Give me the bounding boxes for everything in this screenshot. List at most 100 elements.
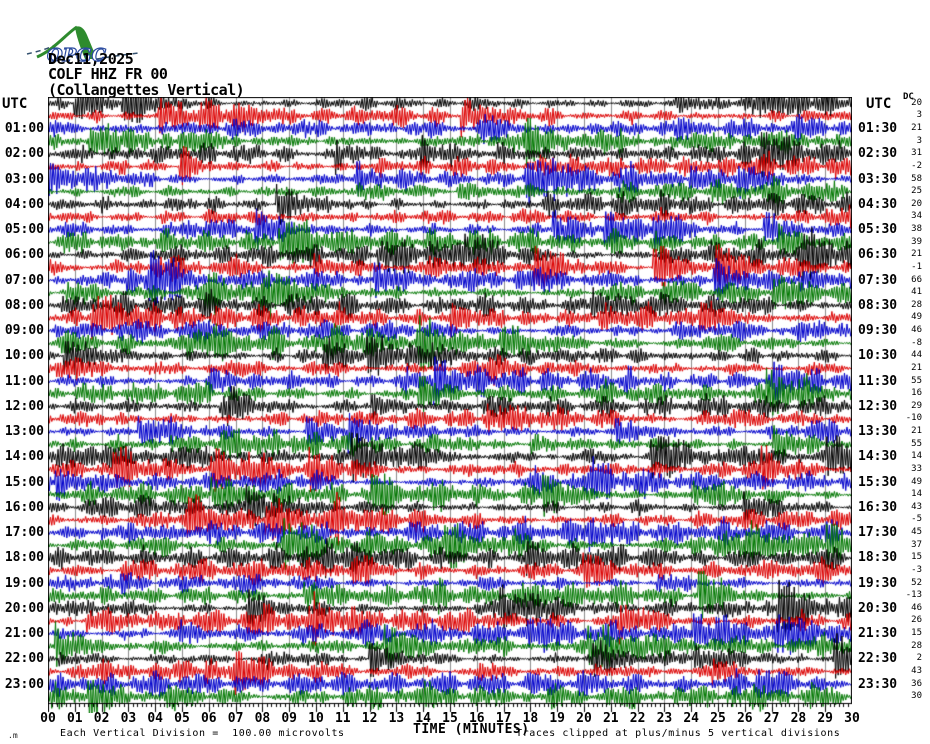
dc-offset-value: 43 [911, 665, 922, 676]
minute-tick-label: 12 [361, 711, 378, 726]
left-time-label: 08:00 [4, 297, 44, 313]
dc-offset-value: 3 [916, 110, 922, 121]
left-time-label: 22:00 [4, 651, 44, 667]
right-time-label: 20:30 [858, 600, 898, 616]
right-time-label: 02:30 [858, 146, 898, 162]
left-time-label: 10:00 [4, 348, 44, 364]
left-time-label: 04:00 [4, 196, 44, 212]
dc-offset-value: 34 [911, 211, 922, 222]
left-time-label: 01:00 [4, 121, 44, 137]
dc-offset-value: 2 [916, 653, 922, 664]
left-time-label: 19:00 [4, 575, 44, 591]
minute-tick-label: 00 [40, 711, 56, 726]
dc-offset-value: 55 [911, 375, 922, 386]
minute-tick-label: 13 [388, 711, 405, 726]
right-time-label: 10:30 [858, 348, 898, 364]
left-time-label: 02:00 [4, 146, 44, 162]
header-date: Dec11,2025 [48, 50, 134, 68]
left-time-label: 17:00 [4, 525, 44, 541]
header-station: COLF HHZ FR 00 [48, 65, 168, 83]
logo-green-peak [75, 26, 98, 59]
minute-tick-label: 21 [602, 711, 619, 726]
dc-offset-value: 49 [911, 476, 922, 487]
minute-tick-label: 05 [174, 711, 190, 726]
dc-offset-value: -5 [911, 514, 922, 525]
dc-offset-value: 26 [911, 615, 922, 626]
left-time-label: 14:00 [4, 449, 44, 465]
dc-offset-value: 29 [911, 400, 922, 411]
dc-offset-value: 21 [911, 123, 922, 134]
dc-offset-value: 31 [911, 148, 922, 159]
dc-offset-value: -2 [911, 160, 922, 171]
dc-offset-value: 30 [911, 691, 922, 702]
minute-tick-label: 08 [254, 711, 271, 726]
minute-tick-label: 07 [227, 711, 244, 726]
dc-offset-value: 15 [911, 628, 922, 639]
utc-label-left: UTC [2, 96, 28, 112]
dc-offset-value: 45 [911, 527, 922, 538]
minute-tick-label: 15 [442, 711, 458, 726]
dc-offset-value: 37 [911, 539, 922, 550]
right-time-label: 19:30 [858, 575, 898, 591]
dc-column-header: DC [903, 92, 914, 102]
minute-tick-label: 10 [308, 711, 324, 726]
dc-offset-value: -10 [905, 413, 922, 424]
left-time-label: 13:00 [4, 424, 44, 440]
right-time-label: 12:30 [858, 398, 898, 414]
dc-offset-value: 20 [911, 198, 922, 209]
left-time-label: 06:00 [4, 247, 44, 263]
dc-offset-value: 52 [911, 577, 922, 588]
dc-offset-value: -3 [911, 564, 922, 575]
left-time-label: 20:00 [4, 600, 44, 616]
opgc-logo: OPGC [6, 2, 145, 73]
dc-offset-value: 44 [911, 350, 922, 361]
right-time-label: 03:30 [858, 171, 898, 187]
dc-offset-value: 28 [911, 299, 922, 310]
dc-offset-value: 16 [911, 388, 922, 399]
left-time-label: 05:00 [4, 222, 44, 238]
minute-tick-label: 03 [120, 711, 137, 726]
right-time-label: 06:30 [858, 247, 898, 263]
minute-tick-label: 26 [736, 711, 753, 726]
logo-green-curve [36, 25, 79, 59]
minute-tick-label: 23 [656, 711, 673, 726]
minute-tick-label: 22 [629, 711, 646, 726]
dc-offset-value: 43 [911, 501, 922, 512]
right-time-label: 13:30 [858, 424, 898, 440]
right-time-label: 05:30 [858, 222, 898, 238]
division-note: Each Vertical Division = 100.00 microvol… [60, 728, 345, 739]
dc-offset-value: 46 [911, 325, 922, 336]
dc-offset-value: 39 [911, 236, 922, 247]
dc-offset-value: 15 [911, 552, 922, 563]
header-location: (Collangettes Vertical) [48, 81, 245, 99]
right-time-label: 23:30 [858, 676, 898, 692]
dc-offset-value: 25 [911, 186, 922, 197]
right-time-label: 21:30 [858, 626, 898, 642]
right-time-label: 18:30 [858, 550, 898, 566]
minute-tick-label: 30 [844, 711, 860, 726]
opgc-logo-graphic: OPGC [27, 25, 140, 67]
minute-tick-label: 25 [710, 711, 726, 726]
minute-tick-label: 02 [93, 711, 110, 726]
right-time-label: 17:30 [858, 525, 898, 541]
utc-label-right: UTC [866, 96, 892, 112]
dc-offset-value: 46 [911, 602, 922, 613]
dc-offset-value: 3 [916, 135, 922, 146]
left-time-label: 21:00 [4, 626, 44, 642]
right-time-label: 07:30 [858, 272, 898, 288]
seismogram-canvas [48, 97, 852, 713]
right-time-label: 08:30 [858, 297, 898, 313]
dc-offset-value: 41 [911, 287, 922, 298]
left-time-label: 23:00 [4, 676, 44, 692]
minute-tick-label: 01 [66, 711, 83, 726]
minute-tick-label: 29 [817, 711, 834, 726]
right-time-label: 15:30 [858, 474, 898, 490]
right-time-label: 11:30 [858, 373, 898, 389]
right-time-label: 09:30 [858, 323, 898, 339]
right-time-label: 01:30 [858, 121, 898, 137]
left-time-label: 09:00 [4, 323, 44, 339]
right-time-label: 04:30 [858, 196, 898, 212]
minute-tick-label: 09 [281, 711, 298, 726]
dc-offset-value: 49 [911, 312, 922, 323]
